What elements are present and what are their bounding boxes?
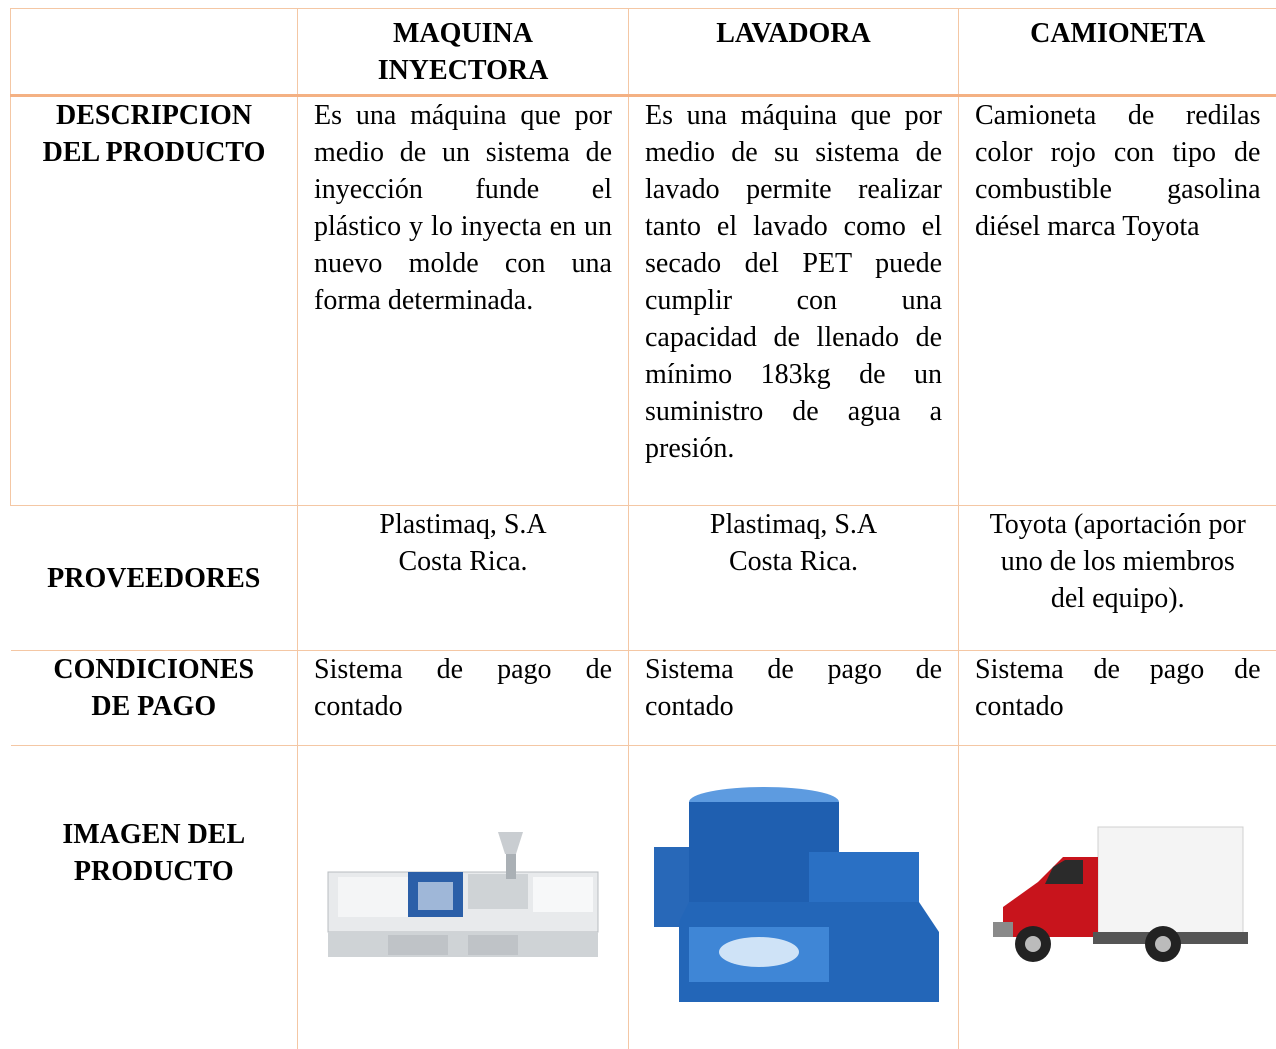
- cell: Sistema de pago de contado: [959, 651, 1276, 746]
- image-cell: [959, 746, 1276, 1049]
- cell-line: uno de los miembros: [975, 543, 1261, 580]
- column-header-text: CAMIONETA: [1013, 15, 1223, 52]
- column-header: MAQUINA INYECTORA: [298, 9, 629, 96]
- comparison-table: MAQUINA INYECTORA LAVADORA CAMIONETA DESCR…: [10, 8, 1276, 1049]
- cell: Sistema de pago de contado: [298, 651, 629, 746]
- document: MAQUINA INYECTORA LAVADORA CAMIONETA DESCR…: [10, 8, 1276, 1049]
- image-cell: [629, 746, 959, 1049]
- column-header-text: MAQUINA INYECTORA: [358, 15, 568, 89]
- product-image: [983, 822, 1253, 972]
- cell-line: Costa Rica.: [645, 543, 942, 580]
- cell-line: Toyota (aportación por: [975, 506, 1261, 543]
- row-label: DESCRIPCION DEL PRODUCTO: [11, 96, 298, 506]
- product-image: [649, 782, 939, 1012]
- cell: Sistema de pago de contado: [629, 651, 959, 746]
- cell-line: del equipo).: [975, 580, 1261, 617]
- cell: Es una máquina que por medio de un siste…: [298, 96, 629, 506]
- row-label: IMAGEN DEL PRODUCTO: [11, 746, 298, 1049]
- cell-line: Plastimaq, S.A: [314, 506, 612, 543]
- product-image: [318, 832, 608, 962]
- header-row: MAQUINA INYECTORA LAVADORA CAMIONETA: [11, 9, 1276, 96]
- row-label: PROVEEDORES: [11, 506, 298, 651]
- column-header: LAVADORA: [629, 9, 959, 96]
- row-label: CONDICIONES DE PAGO: [11, 651, 298, 746]
- cell: Es una máquina que por medio de su siste…: [629, 96, 959, 506]
- column-header: CAMIONETA: [959, 9, 1276, 96]
- image-cell: [298, 746, 629, 1049]
- cell: Camioneta de redilas color rojo con tipo…: [959, 96, 1276, 506]
- cell-line: Costa Rica.: [314, 543, 612, 580]
- corner-cell: [11, 9, 298, 96]
- column-header-text: LAVADORA: [689, 15, 899, 52]
- table-row: IMAGEN DEL PRODUCTO: [11, 746, 1276, 1049]
- cell-line: Plastimaq, S.A: [645, 506, 942, 543]
